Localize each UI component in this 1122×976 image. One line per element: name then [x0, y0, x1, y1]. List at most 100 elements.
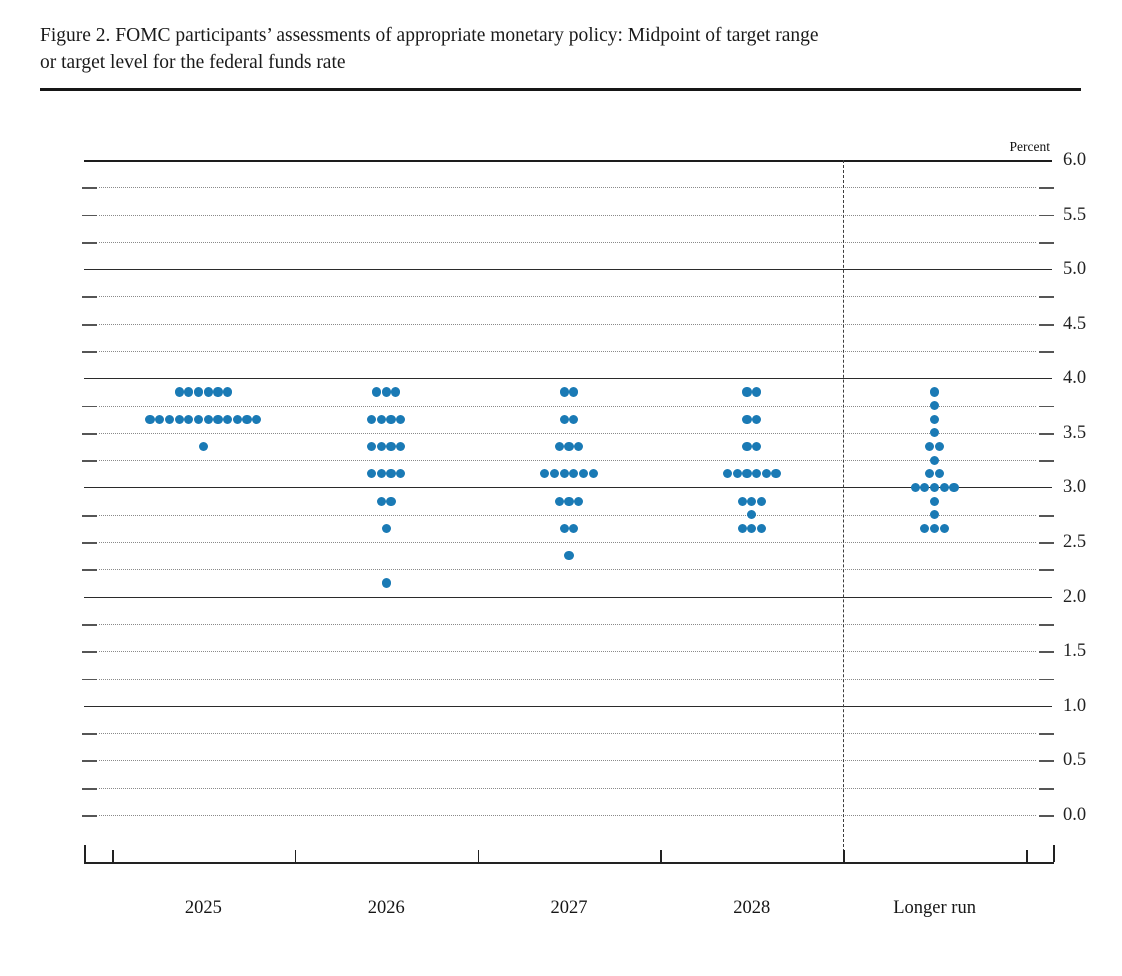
gridline-dotted-1.250 — [99, 678, 1036, 680]
dot-2028-2.875 — [747, 496, 757, 506]
y-axis-label-6.0: 6.0 — [1063, 149, 1087, 170]
gridline-right-tick-5.750 — [1039, 187, 1054, 190]
y-axis-label-1.5: 1.5 — [1063, 641, 1087, 662]
dot-2028-3.375 — [752, 441, 762, 452]
dot-2025-3.625 — [164, 414, 175, 424]
y-axis-unit-label: Percent — [1009, 138, 1050, 154]
dot-longer-run-3.875 — [930, 387, 940, 397]
gridline-left-tick-0.000 — [82, 815, 97, 817]
dot-longer-run-3.5 — [930, 428, 940, 438]
gridline-dotted-3.250 — [99, 460, 1036, 462]
y-axis-label-2.0: 2.0 — [1063, 586, 1087, 607]
dot-2025-3.875 — [203, 387, 213, 397]
gridline-right-tick-1.500 — [1039, 651, 1054, 654]
dot-2028-2.875 — [737, 496, 747, 506]
gridline-dotted-5.750 — [99, 187, 1036, 189]
dot-2025-3.875 — [193, 387, 204, 397]
dot-longer-run-3.375 — [934, 441, 945, 452]
dot-2025-3.625 — [252, 414, 262, 424]
gridline-right-tick-2.250 — [1039, 569, 1054, 572]
dot-2026-2.625 — [381, 523, 391, 534]
dot-2027-2.875 — [574, 496, 584, 506]
gridline-dotted-4.250 — [99, 351, 1036, 353]
y-axis-label-5.5: 5.5 — [1063, 204, 1087, 225]
x-axis-right-cap — [1053, 845, 1055, 862]
dot-2025-3.375 — [198, 441, 208, 452]
y-axis-label-1.0: 1.0 — [1063, 695, 1087, 716]
dot-2026-2.125 — [381, 578, 391, 588]
gridline-left-tick-0.500 — [82, 760, 97, 763]
dot-2026-3.625 — [367, 414, 377, 424]
dot-2027-3.375 — [554, 441, 564, 452]
dot-longer-run-3.375 — [925, 441, 935, 452]
gridline-left-tick-4.750 — [82, 296, 97, 299]
gridline-dotted-2.250 — [99, 569, 1036, 571]
dot-2025-3.875 — [174, 387, 184, 397]
category-label-2026: 2026 — [367, 898, 405, 918]
gridline-dotted-3.750 — [99, 405, 1036, 407]
gridline-dotted-0.750 — [99, 733, 1036, 735]
dot-2027-3.125 — [559, 469, 569, 479]
dot-2026-2.875 — [376, 496, 386, 506]
dot-2028-2.75 — [747, 510, 757, 520]
dot-2027-3.125 — [588, 469, 598, 479]
gridline-left-tick-1.250 — [82, 678, 97, 681]
longer-run-separator-line — [843, 159, 844, 862]
dot-2027-3.375 — [574, 441, 584, 452]
gridline-dotted-1.500 — [99, 651, 1036, 653]
gridline-left-tick-3.500 — [82, 432, 97, 435]
dot-2027-2.875 — [564, 496, 574, 506]
dot-2028-2.625 — [756, 523, 767, 534]
dot-2027-2.875 — [554, 496, 564, 506]
dot-2026-3.375 — [376, 441, 386, 452]
gridline-right-tick-0.750 — [1039, 733, 1054, 735]
dot-2025-3.625 — [213, 414, 223, 424]
gridline-dotted-2.500 — [99, 542, 1036, 544]
gridline-dotted-2.750 — [99, 514, 1036, 516]
dot-2026-3.375 — [396, 441, 406, 452]
dot-2028-3.875 — [742, 387, 752, 397]
gridline-right-tick-3.250 — [1039, 460, 1054, 462]
dot-2028-3.125 — [761, 469, 771, 479]
dot-2026-3.625 — [386, 414, 396, 424]
dot-longer-run-3.125 — [925, 469, 935, 479]
dot-2025-3.625 — [223, 414, 233, 424]
y-axis-label-4.5: 4.5 — [1063, 313, 1087, 334]
dot-longer-run-3.625 — [930, 414, 940, 424]
y-axis-label-2.5: 2.5 — [1063, 532, 1087, 553]
dot-2027-3.625 — [559, 414, 569, 424]
gridline-right-tick-3.500 — [1039, 432, 1054, 435]
gridline-dotted-4.500 — [99, 323, 1036, 325]
dot-2025-3.625 — [145, 414, 155, 424]
gridline-right-tick-5.500 — [1039, 214, 1054, 217]
dot-longer-run-2.75 — [930, 510, 940, 520]
x-axis-tick-1 — [294, 850, 297, 862]
dot-2027-3.875 — [569, 387, 579, 397]
dot-longer-run-3 — [930, 482, 940, 493]
y-axis-label-3.0: 3.0 — [1063, 477, 1087, 498]
dot-longer-run-3.75 — [930, 401, 940, 411]
dot-2025-3.625 — [242, 414, 252, 424]
dot-2026-3.125 — [386, 469, 396, 479]
dot-2027-3.625 — [569, 414, 579, 424]
gridline-left-tick-4.250 — [82, 351, 97, 353]
figure-title-line2: or target level for the federal funds ra… — [40, 52, 346, 73]
gridline-dotted-3.500 — [99, 432, 1036, 434]
dot-longer-run-3 — [949, 482, 959, 493]
gridline-right-tick-2.750 — [1039, 514, 1054, 517]
x-axis-tick-5 — [1026, 850, 1028, 862]
x-axis-tick-3 — [660, 850, 662, 862]
gridline-dotted-5.250 — [99, 241, 1036, 243]
dot-2028-3.125 — [742, 469, 752, 479]
dot-2027-3.125 — [578, 469, 589, 479]
dot-longer-run-3 — [910, 482, 920, 493]
dot-2025-3.625 — [184, 414, 194, 424]
dot-2028-3.375 — [742, 441, 752, 452]
dot-2026-3.125 — [396, 469, 406, 479]
dot-2028-3.625 — [752, 414, 762, 424]
gridline-solid-4.00 — [84, 378, 1052, 380]
x-axis-line — [84, 862, 1054, 864]
gridline-left-tick-3.750 — [82, 405, 97, 408]
gridline-dotted-0.250 — [99, 787, 1036, 789]
